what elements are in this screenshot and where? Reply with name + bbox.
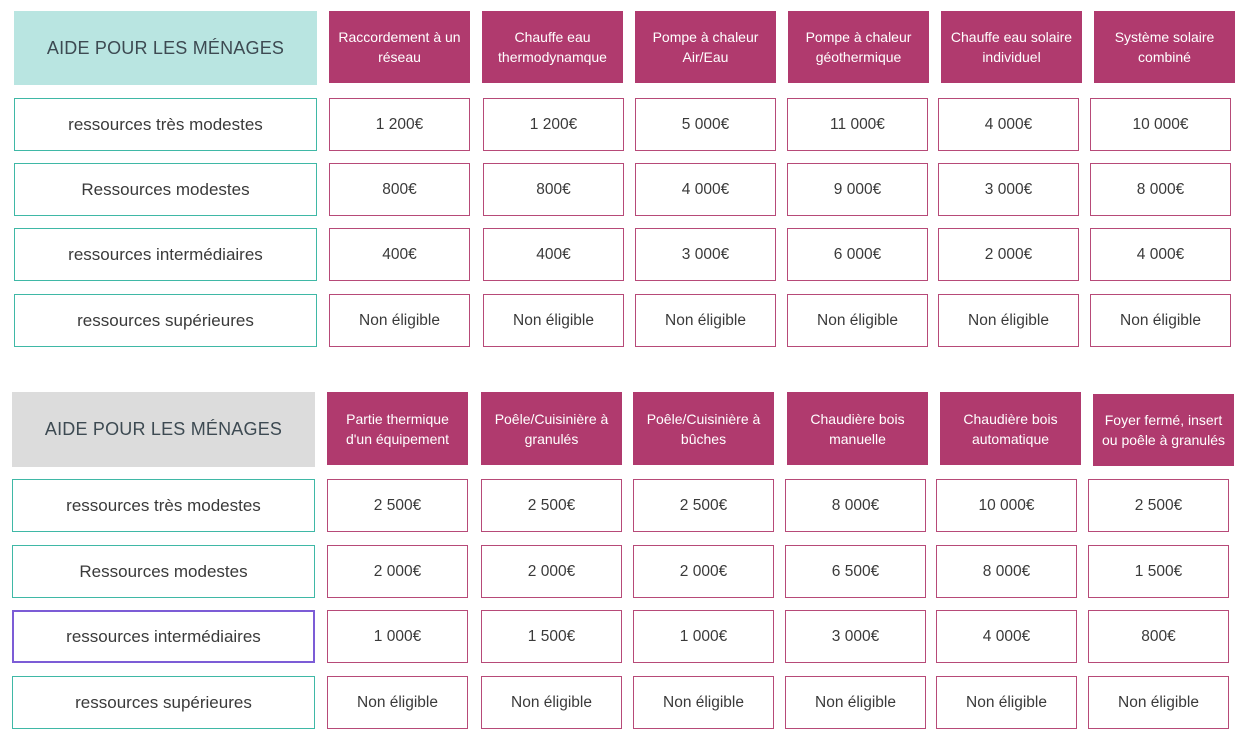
column-header-partie-thermique: Partie thermique d'un équipement — [327, 392, 468, 465]
value-cell[interactable]: 6 000€ — [787, 228, 928, 281]
value-cell[interactable]: Non éligible — [787, 294, 928, 347]
value-cell[interactable]: 1 500€ — [481, 610, 622, 663]
value-cell[interactable]: Non éligible — [785, 676, 926, 729]
value-cell[interactable]: 400€ — [483, 228, 624, 281]
value-cell[interactable]: 2 500€ — [633, 479, 774, 532]
column-header-chaudiere-manuelle: Chaudière bois manuelle — [787, 392, 928, 465]
value-cell[interactable]: Non éligible — [938, 294, 1079, 347]
value-cell[interactable]: 4 000€ — [1090, 228, 1231, 281]
value-cell[interactable]: 1 200€ — [483, 98, 624, 151]
value-cell[interactable]: 2 500€ — [327, 479, 468, 532]
value-cell[interactable]: 2 500€ — [481, 479, 622, 532]
value-cell[interactable]: Non éligible — [483, 294, 624, 347]
value-cell[interactable]: 8 000€ — [785, 479, 926, 532]
value-cell[interactable]: 1 000€ — [327, 610, 468, 663]
value-cell[interactable]: Non éligible — [936, 676, 1077, 729]
value-cell[interactable]: 4 000€ — [938, 98, 1079, 151]
row-label-modestes[interactable]: Ressources modestes — [14, 163, 317, 216]
value-cell[interactable]: 2 000€ — [327, 545, 468, 598]
value-cell[interactable]: 3 000€ — [635, 228, 776, 281]
value-cell[interactable]: 9 000€ — [787, 163, 928, 216]
value-cell[interactable]: Non éligible — [635, 294, 776, 347]
value-cell[interactable]: Non éligible — [633, 676, 774, 729]
value-cell[interactable]: 3 000€ — [938, 163, 1079, 216]
value-cell[interactable]: 6 500€ — [785, 545, 926, 598]
value-cell[interactable]: Non éligible — [1088, 676, 1229, 729]
column-header-foyer-ferme: Foyer fermé, insert ou poêle à granulés — [1093, 394, 1234, 466]
column-header-pac-air-eau: Pompe à chaleur Air/Eau — [635, 11, 776, 83]
value-cell[interactable]: 8 000€ — [1090, 163, 1231, 216]
value-cell[interactable]: 2 000€ — [938, 228, 1079, 281]
value-cell[interactable]: 800€ — [483, 163, 624, 216]
value-cell[interactable]: 11 000€ — [787, 98, 928, 151]
column-header-poele-granules: Poêle/Cuisinière à granulés — [481, 392, 622, 465]
value-cell[interactable]: 8 000€ — [936, 545, 1077, 598]
row-label-tres-modestes[interactable]: ressources très modestes — [14, 98, 317, 151]
value-cell[interactable]: Non éligible — [329, 294, 470, 347]
row-label-intermediaires-selected[interactable]: ressources intermédiaires — [12, 610, 315, 663]
row-label-modestes[interactable]: Ressources modestes — [12, 545, 315, 598]
value-cell[interactable]: 5 000€ — [635, 98, 776, 151]
value-cell[interactable]: 1 500€ — [1088, 545, 1229, 598]
column-header-chauffe-eau-solaire: Chauffe eau solaire individuel — [941, 11, 1082, 83]
row-label-intermediaires[interactable]: ressources intermédiaires — [14, 228, 317, 281]
value-cell[interactable]: 800€ — [1088, 610, 1229, 663]
column-header-raccordement-reseau: Raccordement à un réseau — [329, 11, 470, 83]
value-cell[interactable]: 10 000€ — [1090, 98, 1231, 151]
value-cell[interactable]: 2 500€ — [1088, 479, 1229, 532]
value-cell[interactable]: 2 000€ — [633, 545, 774, 598]
value-cell[interactable]: 1 000€ — [633, 610, 774, 663]
row-label-tres-modestes[interactable]: ressources très modestes — [12, 479, 315, 532]
column-header-systeme-solaire-combine: Système solaire combiné — [1094, 11, 1235, 83]
column-header-chaudiere-automatique: Chaudière bois automatique — [940, 392, 1081, 465]
value-cell[interactable]: 800€ — [329, 163, 470, 216]
value-cell[interactable]: 2 000€ — [481, 545, 622, 598]
row-label-superieures[interactable]: ressources supérieures — [12, 676, 315, 729]
table-title: AIDE POUR LES MÉNAGES — [14, 11, 317, 85]
table-title: AIDE POUR LES MÉNAGES — [12, 392, 315, 467]
column-header-chauffe-eau-thermodynamique: Chauffe eau thermodynamque — [482, 11, 623, 83]
column-header-pac-geothermique: Pompe à chaleur géothermique — [788, 11, 929, 83]
value-cell[interactable]: Non éligible — [1090, 294, 1231, 347]
value-cell[interactable]: Non éligible — [327, 676, 468, 729]
value-cell[interactable]: 400€ — [329, 228, 470, 281]
value-cell[interactable]: 3 000€ — [785, 610, 926, 663]
value-cell[interactable]: Non éligible — [481, 676, 622, 729]
value-cell[interactable]: 1 200€ — [329, 98, 470, 151]
value-cell[interactable]: 4 000€ — [936, 610, 1077, 663]
column-header-poele-buches: Poêle/Cuisinière à bûches — [633, 392, 774, 465]
value-cell[interactable]: 4 000€ — [635, 163, 776, 216]
value-cell[interactable]: 10 000€ — [936, 479, 1077, 532]
row-label-superieures[interactable]: ressources supérieures — [14, 294, 317, 347]
